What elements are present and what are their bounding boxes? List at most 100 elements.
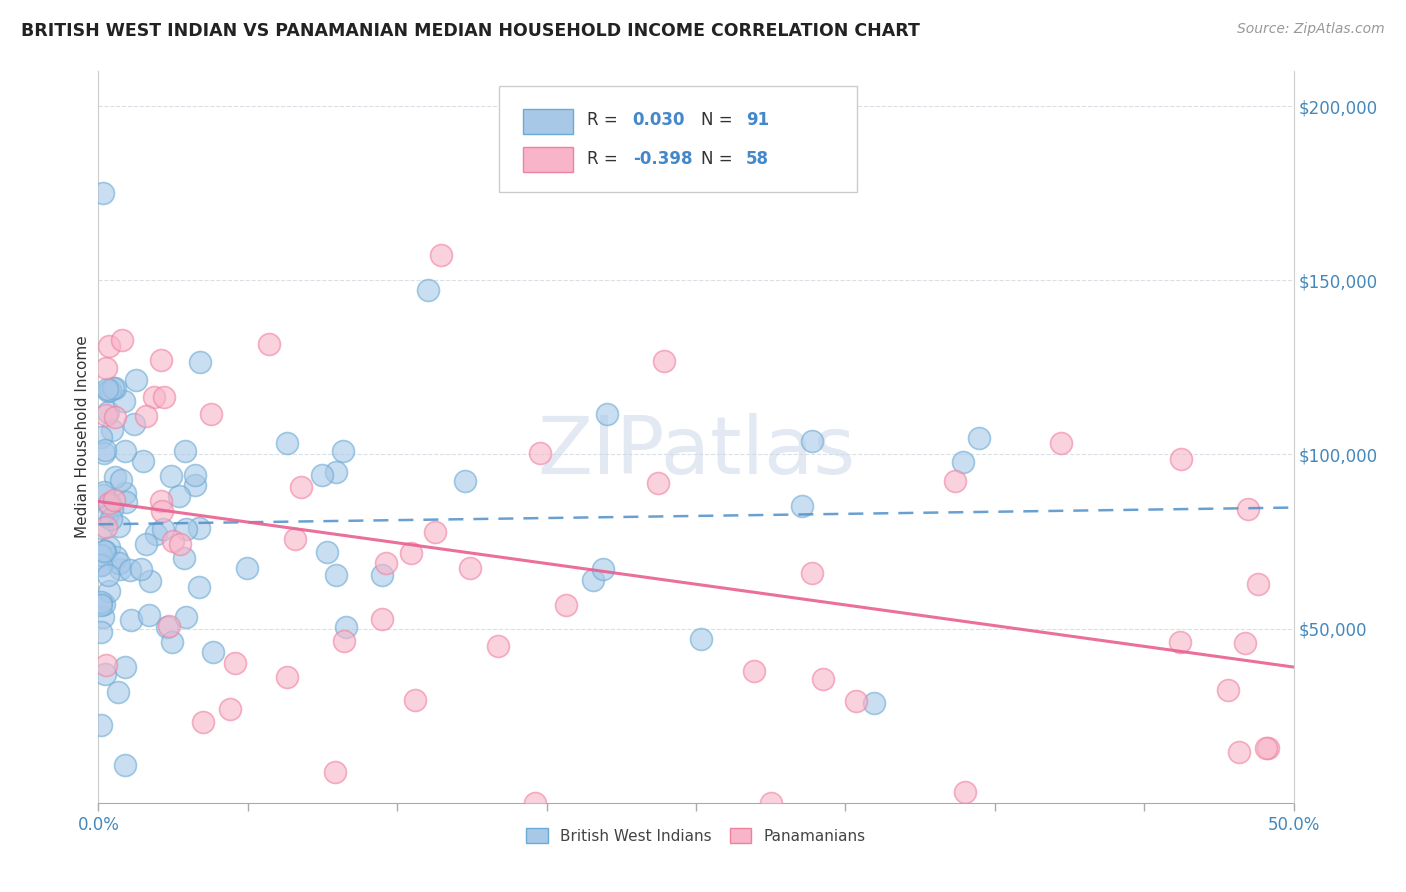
Point bbox=[800, 434, 823, 448]
Point bbox=[187, 580, 209, 594]
Point bbox=[97, 384, 120, 398]
Point bbox=[167, 489, 190, 503]
Point bbox=[1254, 741, 1277, 756]
Point bbox=[529, 445, 551, 459]
Point bbox=[90, 624, 112, 639]
Point bbox=[404, 693, 426, 707]
Point bbox=[114, 444, 136, 458]
Point bbox=[101, 423, 124, 437]
Point bbox=[90, 429, 112, 443]
Point bbox=[122, 417, 145, 432]
Point bbox=[152, 503, 174, 517]
Point bbox=[284, 532, 307, 546]
Point bbox=[160, 635, 183, 649]
Point bbox=[371, 567, 394, 582]
Point bbox=[201, 644, 224, 658]
Point bbox=[91, 609, 114, 624]
Point bbox=[90, 548, 112, 562]
Point bbox=[236, 560, 259, 574]
Point bbox=[460, 561, 482, 575]
Point bbox=[111, 334, 134, 348]
Point bbox=[425, 524, 447, 539]
Point bbox=[792, 499, 814, 513]
Point bbox=[276, 436, 298, 450]
Point bbox=[121, 613, 143, 627]
Point bbox=[290, 480, 312, 494]
Text: 0.030: 0.030 bbox=[633, 112, 685, 129]
Point bbox=[187, 521, 209, 535]
Point bbox=[96, 382, 118, 396]
Point bbox=[169, 537, 191, 551]
Point bbox=[135, 537, 157, 551]
Point bbox=[108, 556, 131, 570]
Point bbox=[1247, 576, 1270, 591]
Point bbox=[333, 634, 356, 648]
Point bbox=[174, 610, 197, 624]
Point bbox=[129, 562, 152, 576]
Point bbox=[104, 409, 127, 424]
Text: ZIPatlas: ZIPatlas bbox=[537, 413, 855, 491]
Point bbox=[97, 405, 120, 419]
Point bbox=[276, 670, 298, 684]
Point bbox=[454, 475, 477, 489]
Point bbox=[555, 598, 578, 612]
Point bbox=[173, 444, 195, 458]
Point bbox=[862, 696, 884, 710]
Point bbox=[1257, 741, 1279, 756]
Point bbox=[200, 408, 222, 422]
Y-axis label: Median Household Income: Median Household Income bbox=[75, 335, 90, 539]
Point bbox=[100, 502, 122, 516]
Point bbox=[953, 785, 976, 799]
Point bbox=[94, 658, 117, 673]
Point bbox=[93, 484, 115, 499]
Text: -0.398: -0.398 bbox=[633, 150, 692, 168]
Point bbox=[93, 442, 115, 457]
Point bbox=[184, 468, 207, 483]
Point bbox=[90, 598, 112, 612]
Point bbox=[96, 508, 118, 523]
Point bbox=[152, 522, 174, 536]
Point bbox=[800, 566, 823, 581]
Text: 58: 58 bbox=[747, 150, 769, 168]
FancyBboxPatch shape bbox=[523, 109, 572, 134]
Point bbox=[94, 409, 117, 423]
Point bbox=[582, 574, 605, 588]
Point bbox=[91, 521, 114, 535]
Point bbox=[416, 283, 439, 297]
Point bbox=[811, 672, 834, 686]
Point bbox=[596, 407, 619, 421]
Text: Source: ZipAtlas.com: Source: ZipAtlas.com bbox=[1237, 22, 1385, 37]
Point bbox=[104, 470, 127, 484]
Point bbox=[114, 494, 136, 508]
Point bbox=[162, 533, 184, 548]
Point bbox=[91, 186, 114, 200]
Point bbox=[173, 551, 195, 566]
Point bbox=[135, 409, 157, 424]
Point bbox=[97, 339, 120, 353]
Text: 91: 91 bbox=[747, 112, 769, 129]
Point bbox=[943, 474, 966, 488]
Point bbox=[224, 656, 246, 670]
Point bbox=[93, 445, 115, 459]
Point bbox=[742, 665, 765, 679]
Point bbox=[1227, 745, 1250, 759]
Point bbox=[150, 493, 173, 508]
Point bbox=[145, 527, 167, 541]
Point bbox=[114, 758, 136, 772]
Point bbox=[100, 511, 122, 525]
Point bbox=[97, 540, 120, 554]
Point bbox=[90, 595, 112, 609]
Text: N =: N = bbox=[700, 112, 738, 129]
Point bbox=[131, 454, 153, 468]
Point bbox=[1170, 452, 1192, 467]
Point bbox=[108, 519, 131, 533]
Point bbox=[94, 520, 117, 534]
FancyBboxPatch shape bbox=[523, 147, 572, 172]
Point bbox=[218, 702, 240, 716]
Point bbox=[98, 383, 121, 397]
Point bbox=[108, 562, 131, 576]
Point bbox=[184, 478, 207, 492]
Point bbox=[311, 467, 333, 482]
Point bbox=[486, 639, 509, 653]
Point bbox=[118, 563, 141, 577]
